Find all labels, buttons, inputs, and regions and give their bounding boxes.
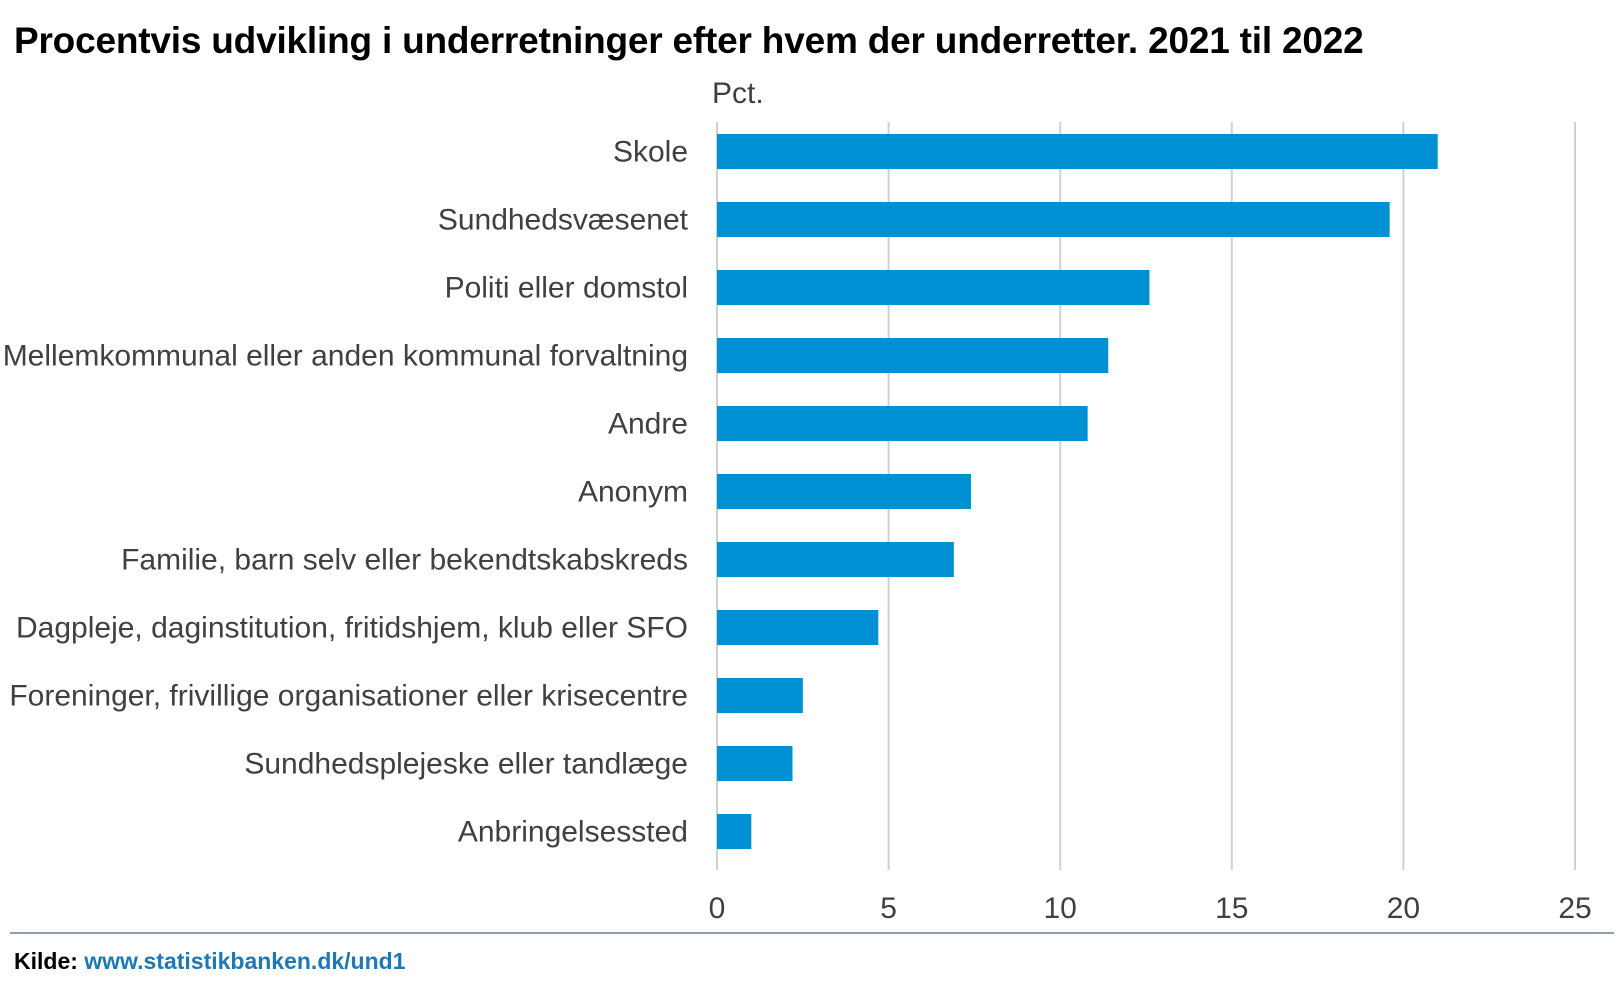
category-label: Familie, barn selv eller bekendtskabskre…	[121, 544, 688, 577]
source-prefix: Kilde:	[14, 948, 78, 974]
unit-label: Pct.	[712, 77, 764, 110]
source-line: Kilde: www.statistikbanken.dk/und1	[14, 948, 406, 975]
bar	[717, 202, 1390, 237]
x-tick-label: 10	[1044, 892, 1077, 925]
category-label: Mellemkommunal eller anden kommunal forv…	[3, 340, 688, 373]
x-tick-label: 25	[1558, 892, 1591, 925]
category-label: Andre	[608, 408, 688, 441]
category-label: Dagpleje, daginstitution, fritidshjem, k…	[16, 612, 688, 645]
bar	[717, 338, 1109, 373]
bar	[717, 134, 1438, 169]
bar	[717, 814, 752, 849]
bar-chart: Skole Sundhedsvæsenet Politi eller domstol…	[3, 77, 1592, 925]
category-label: Foreninger, frivillige organisationer el…	[9, 680, 688, 713]
chart-title: Procentvis udvikling i underretninger ef…	[14, 20, 1364, 61]
bar	[717, 270, 1150, 305]
x-axis-ticks: 0 5 10 15 20 25	[709, 892, 1592, 925]
category-label: Politi eller domstol	[445, 272, 688, 305]
x-tick-label: 0	[709, 892, 726, 925]
category-labels: Skole Sundhedsvæsenet Politi eller domstol…	[3, 136, 689, 849]
bar	[717, 746, 793, 781]
category-label: Skole	[613, 136, 688, 169]
source-link[interactable]: www.statistikbanken.dk/und1	[84, 948, 406, 974]
bar	[717, 610, 879, 645]
footer-divider	[10, 932, 1614, 934]
bars	[717, 134, 1438, 849]
category-label: Sundhedsplejeske eller tandlæge	[244, 748, 688, 781]
x-tick-label: 20	[1387, 892, 1420, 925]
category-label: Sundhedsvæsenet	[438, 204, 689, 237]
x-tick-label: 15	[1215, 892, 1248, 925]
bar	[717, 406, 1088, 441]
bar	[717, 678, 803, 713]
bar	[717, 542, 954, 577]
category-label: Anonym	[578, 476, 688, 509]
category-label: Anbringelsessted	[458, 816, 688, 849]
x-tick-label: 5	[880, 892, 897, 925]
bar	[717, 474, 971, 509]
